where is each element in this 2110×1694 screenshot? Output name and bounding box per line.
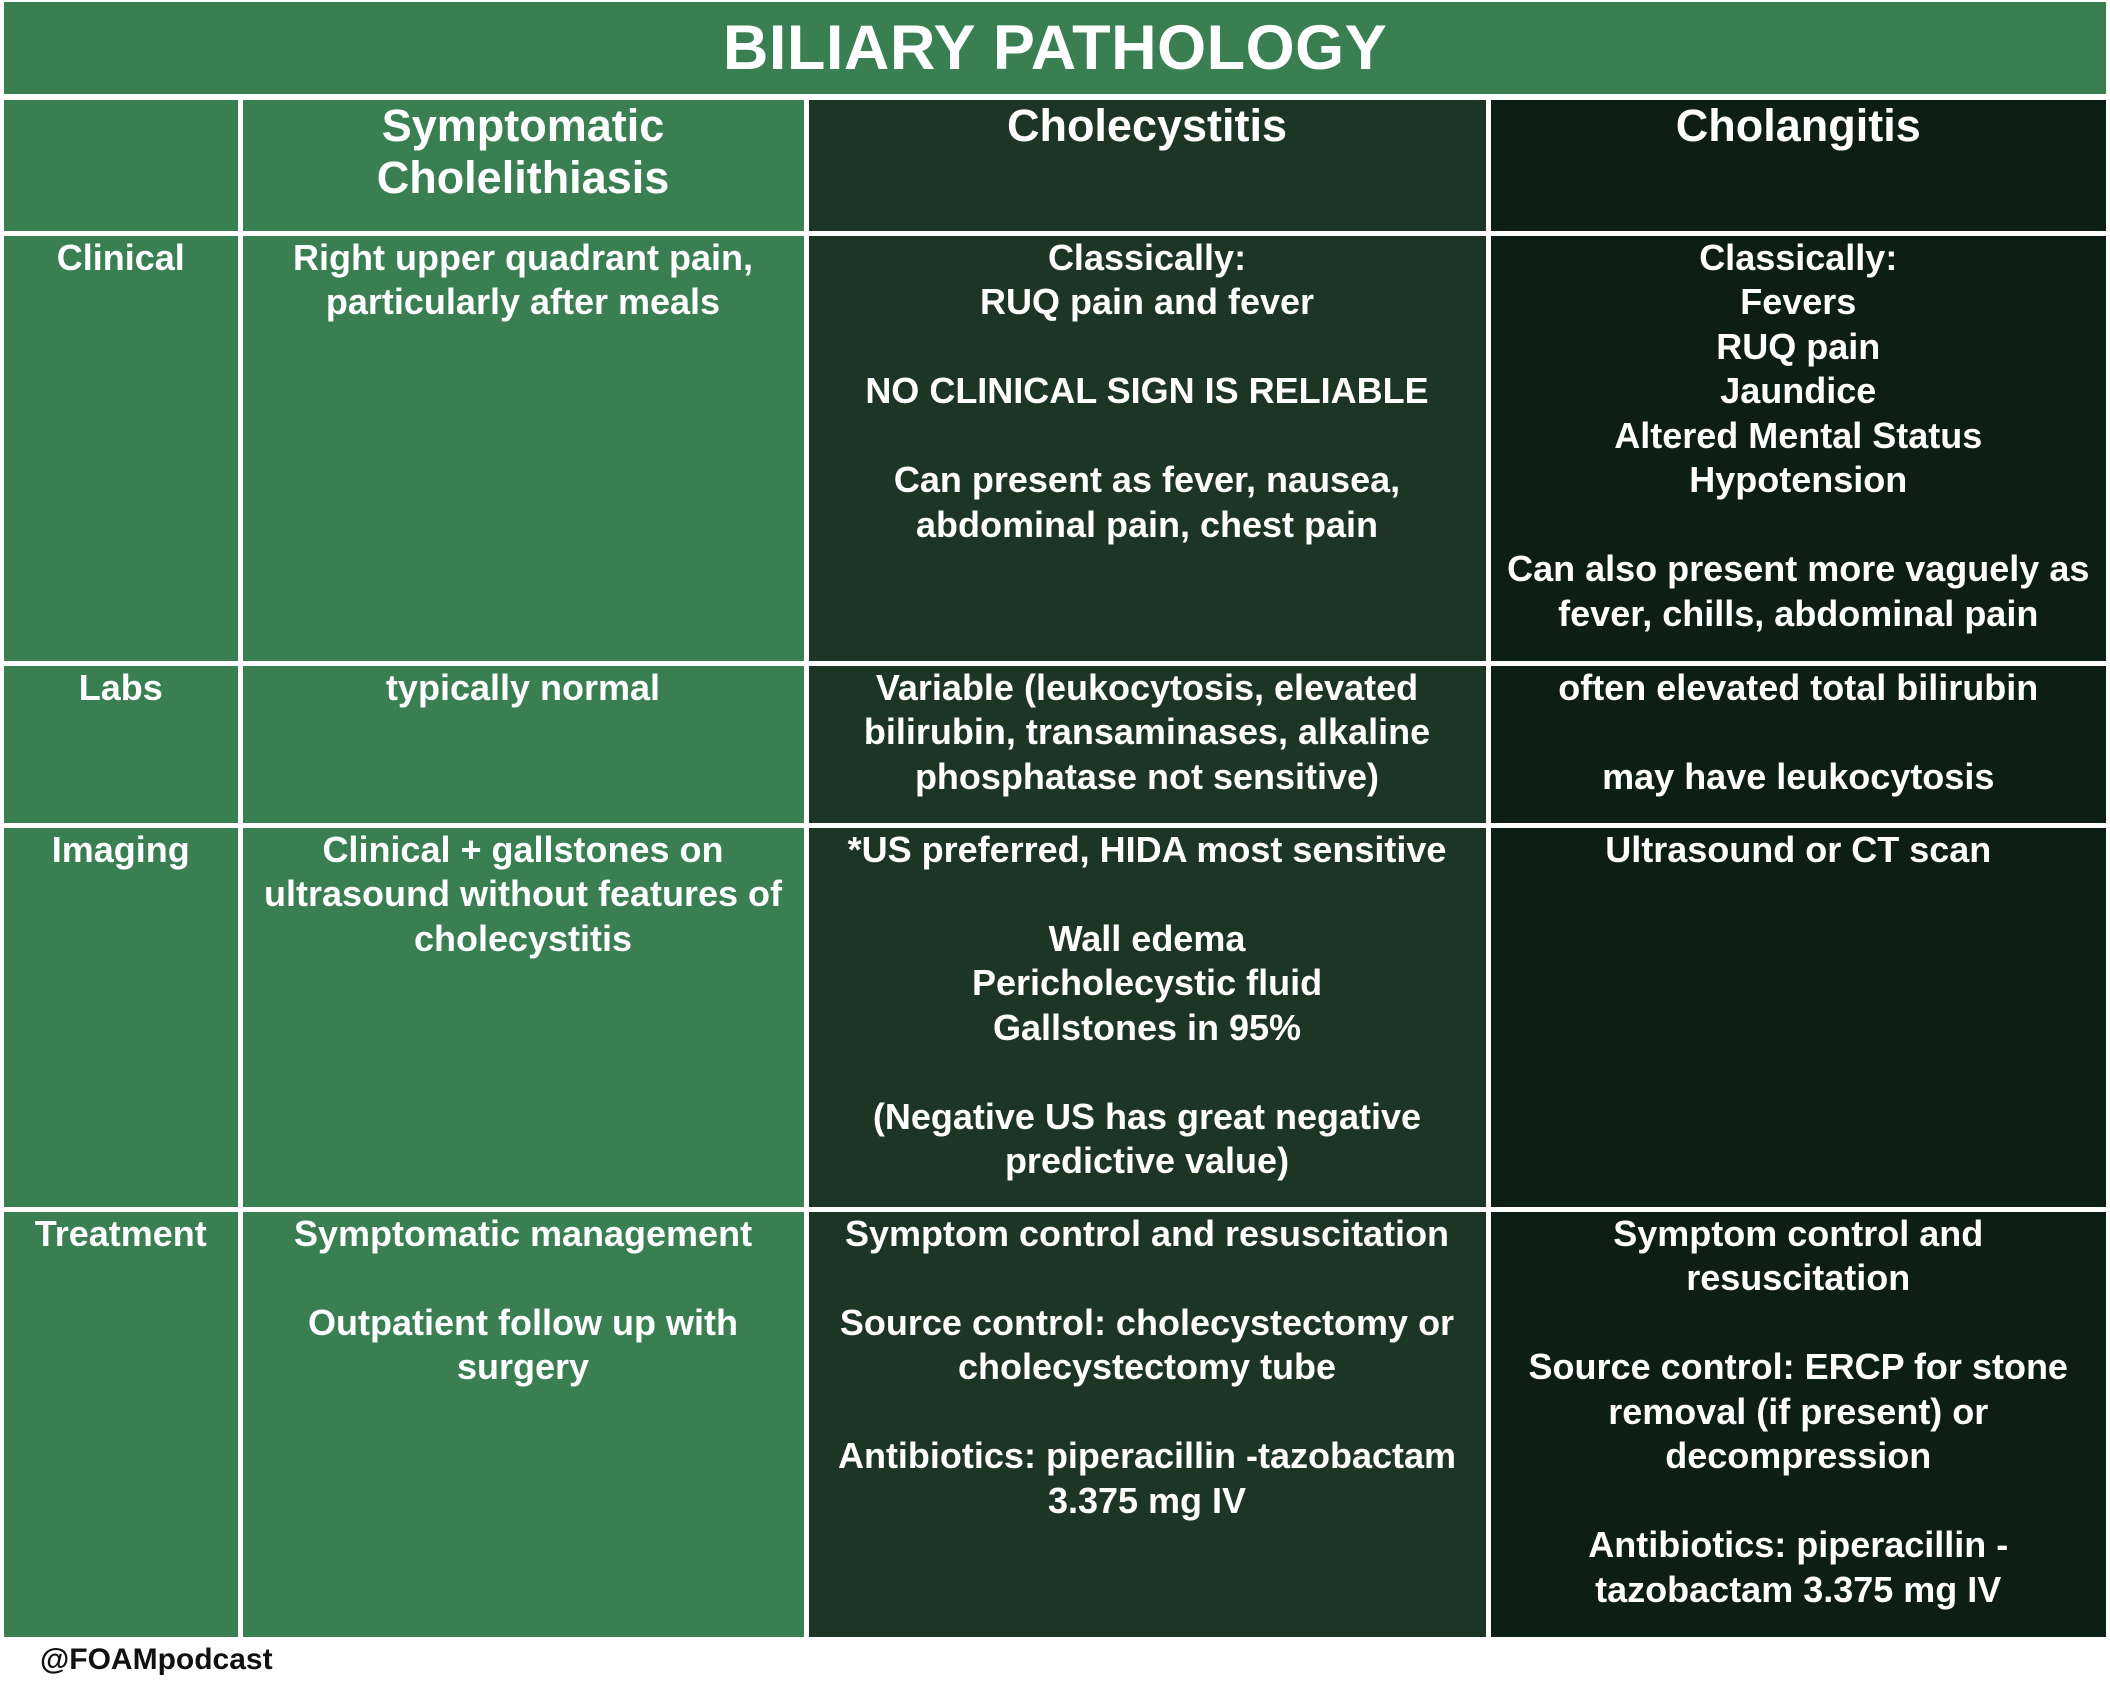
header-symptomatic-cholelithiasis: Symptomatic Cholelithiasis (237, 97, 809, 236)
biliary-pathology-chart: BILIARY PATHOLOGY Symptomatic Cholelithi… (4, 2, 2106, 1637)
cell-imaging-cholelithiasis: Clinical + gallstones on ultrasound with… (237, 822, 809, 1212)
row-label-clinical: Clinical (4, 230, 243, 666)
cell-labs-cholangitis: often elevated total bilirubin may have … (1485, 660, 2106, 828)
row-label-labs: Labs (4, 660, 243, 828)
cell-imaging-cholecystitis: *US preferred, HIDA most sensitive Wall … (803, 822, 1491, 1212)
row-treatment: Treatment Symptomatic management Outpati… (4, 1206, 2106, 1637)
cell-treatment-cholecystitis: Symptom control and resuscitation Source… (803, 1206, 1491, 1637)
cell-treatment-cholelithiasis: Symptomatic management Outpatient follow… (237, 1206, 809, 1637)
chart-title: BILIARY PATHOLOGY (4, 2, 2106, 94)
row-label-treatment: Treatment (4, 1206, 243, 1637)
header-row: Symptomatic Cholelithiasis Cholecystitis… (4, 97, 2106, 236)
cell-labs-cholelithiasis: typically normal (237, 660, 809, 828)
header-cholecystitis: Cholecystitis (803, 97, 1491, 236)
header-blank-cell (4, 97, 243, 236)
cell-clinical-cholelithiasis: Right upper quadrant pain, particularly … (237, 230, 809, 666)
footer-handle: @FOAMpodcast (40, 1643, 273, 1676)
row-label-imaging: Imaging (4, 822, 243, 1212)
row-labs: Labs typically normal Variable (leukocyt… (4, 660, 2106, 828)
cell-clinical-cholecystitis: Classically: RUQ pain and fever NO CLINI… (803, 230, 1491, 666)
cell-imaging-cholangitis: Ultrasound or CT scan (1485, 822, 2106, 1212)
cell-labs-cholecystitis: Variable (leukocytosis, elevated bilirub… (803, 660, 1491, 828)
cell-treatment-cholangitis: Symptom control and resuscitation Source… (1485, 1206, 2106, 1637)
header-cholangitis: Cholangitis (1485, 97, 2106, 236)
row-imaging: Imaging Clinical + gallstones on ultraso… (4, 822, 2106, 1212)
row-clinical: Clinical Right upper quadrant pain, part… (4, 230, 2106, 666)
cell-clinical-cholangitis: Classically: Fevers RUQ pain Jaundice Al… (1485, 230, 2106, 666)
pathology-table: Symptomatic Cholelithiasis Cholecystitis… (4, 94, 2106, 1637)
